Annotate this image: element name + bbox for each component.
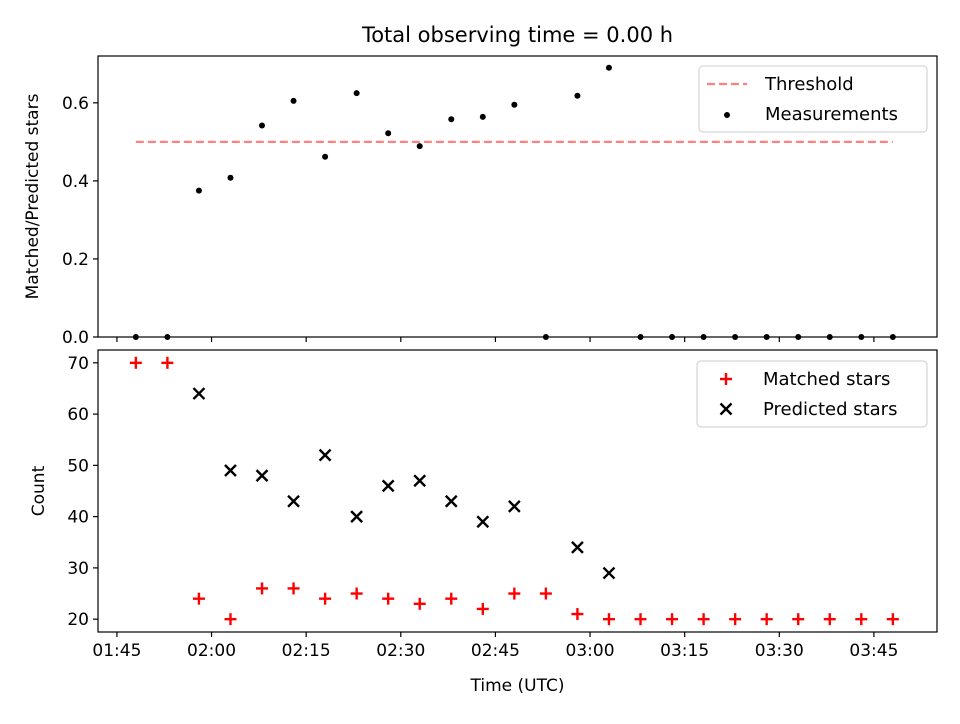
predicted-star-point bbox=[413, 474, 427, 488]
matched-star-point bbox=[382, 592, 395, 605]
predicted-stars-legend-marker bbox=[719, 402, 733, 416]
measurement-point bbox=[195, 187, 202, 194]
matched-star-point bbox=[224, 613, 237, 626]
matched-star-point bbox=[634, 613, 647, 626]
predicted-star-point bbox=[192, 387, 206, 400]
measurements-legend-label: Measurements bbox=[765, 104, 898, 125]
x-tick-label: 01:45 bbox=[92, 641, 141, 661]
measurement-point bbox=[574, 92, 581, 99]
matched-star-point bbox=[602, 613, 615, 626]
x-axis-label: Time (UTC) bbox=[470, 676, 565, 696]
measurement-point bbox=[479, 113, 486, 120]
matched-star-point bbox=[697, 613, 710, 626]
matched-star-point bbox=[319, 592, 332, 605]
measurements-legend-swatch bbox=[724, 112, 730, 118]
measurement-point bbox=[353, 90, 360, 97]
x-tick-label: 03:00 bbox=[566, 641, 615, 661]
measurement-point bbox=[322, 153, 329, 160]
predicted-star-point bbox=[255, 469, 269, 482]
ratio-legend-box bbox=[698, 65, 928, 133]
matched-star-point bbox=[508, 587, 521, 600]
count-y-tick-label: 60 bbox=[67, 405, 89, 425]
x-tick-label: 03:45 bbox=[849, 641, 898, 661]
matched-star-point bbox=[666, 613, 679, 626]
x-tick-label: 03:15 bbox=[660, 641, 709, 661]
x-tick-label: 02:45 bbox=[471, 641, 520, 661]
ratio-axes-frame bbox=[97, 55, 938, 338]
count-y-tick-label: 40 bbox=[67, 508, 89, 528]
matched-stars-legend-marker bbox=[720, 373, 732, 385]
measurement-point bbox=[227, 174, 234, 181]
predicted-star-point bbox=[507, 500, 521, 513]
matched-star-point bbox=[539, 587, 552, 600]
count-y-tick-label: 30 bbox=[67, 559, 89, 579]
matched-star-point bbox=[287, 582, 300, 595]
count-legend: Matched stars Predicted stars bbox=[696, 360, 928, 428]
ratio-y-tick-label: 0.6 bbox=[62, 94, 89, 114]
matched-star-point bbox=[855, 613, 868, 626]
measurement-point bbox=[448, 116, 455, 123]
matched-stars-legend-label: Matched stars bbox=[763, 369, 890, 390]
x-tick-label: 02:00 bbox=[187, 641, 236, 661]
predicted-stars-legend-swatch bbox=[719, 402, 733, 416]
matched-star-point bbox=[823, 613, 836, 626]
predicted-star-point bbox=[444, 494, 458, 508]
matched-star-point bbox=[729, 613, 742, 626]
chart-title: Total observing time = 0.00 h bbox=[361, 23, 673, 47]
count-panel: Count Time (UTC) Matched stars Predicted… bbox=[29, 349, 938, 696]
predicted-star-point bbox=[476, 515, 490, 529]
measurement-point bbox=[511, 101, 518, 108]
ratio-y-tick-label: 0.4 bbox=[62, 172, 89, 192]
ratio-panel: Total observing time = 0.00 h Matched/Pr… bbox=[23, 23, 938, 348]
measurement-point bbox=[259, 122, 266, 129]
ratio-y-axis-label: Matched/Predicted stars bbox=[23, 93, 43, 299]
matched-star-point bbox=[350, 587, 363, 600]
predicted-star-point bbox=[287, 494, 300, 508]
count-y-tick-label: 50 bbox=[67, 456, 89, 476]
count-legend-box bbox=[696, 360, 928, 428]
measurement-point bbox=[290, 97, 297, 104]
matched-star-point bbox=[886, 613, 899, 626]
count-y-tick-label: 20 bbox=[67, 610, 89, 630]
matched-star-point bbox=[161, 356, 174, 369]
predicted-stars-legend-label: Predicted stars bbox=[763, 399, 897, 420]
matched-star-point bbox=[192, 592, 205, 605]
matched-stars-legend-swatch bbox=[720, 373, 732, 385]
matched-star-point bbox=[445, 592, 458, 605]
predicted-star-point bbox=[602, 566, 616, 580]
predicted-star-point bbox=[381, 479, 395, 493]
ratio-legend: Threshold Measurements bbox=[698, 65, 928, 133]
matched-star-point bbox=[413, 597, 426, 610]
predicted-star-point bbox=[350, 510, 363, 523]
ratio-y-tick-label: 0.0 bbox=[62, 328, 89, 348]
measurement-point bbox=[385, 130, 392, 137]
matched-star-point bbox=[571, 608, 584, 621]
measurement-point bbox=[605, 64, 612, 71]
count-y-tick-label: 70 bbox=[67, 354, 89, 374]
measurement-point bbox=[416, 143, 423, 150]
predicted-star-point bbox=[571, 541, 584, 554]
count-y-axis-label: Count bbox=[29, 465, 49, 516]
count-axes-frame bbox=[97, 349, 938, 633]
ratio-y-tick-label: 0.2 bbox=[62, 250, 89, 270]
matched-star-point bbox=[129, 356, 142, 369]
matched-star-point bbox=[792, 613, 805, 626]
x-tick-label: 03:30 bbox=[755, 641, 804, 661]
predicted-star-point bbox=[224, 464, 237, 477]
matched-star-point bbox=[256, 582, 269, 595]
matched-star-point bbox=[476, 602, 489, 615]
matched-star-point bbox=[760, 613, 773, 626]
threshold-legend-label: Threshold bbox=[764, 74, 854, 95]
x-tick-label: 02:30 bbox=[376, 641, 425, 661]
count-plot-area bbox=[129, 356, 899, 626]
predicted-star-point bbox=[318, 448, 332, 462]
x-tick-label: 02:15 bbox=[282, 641, 331, 661]
